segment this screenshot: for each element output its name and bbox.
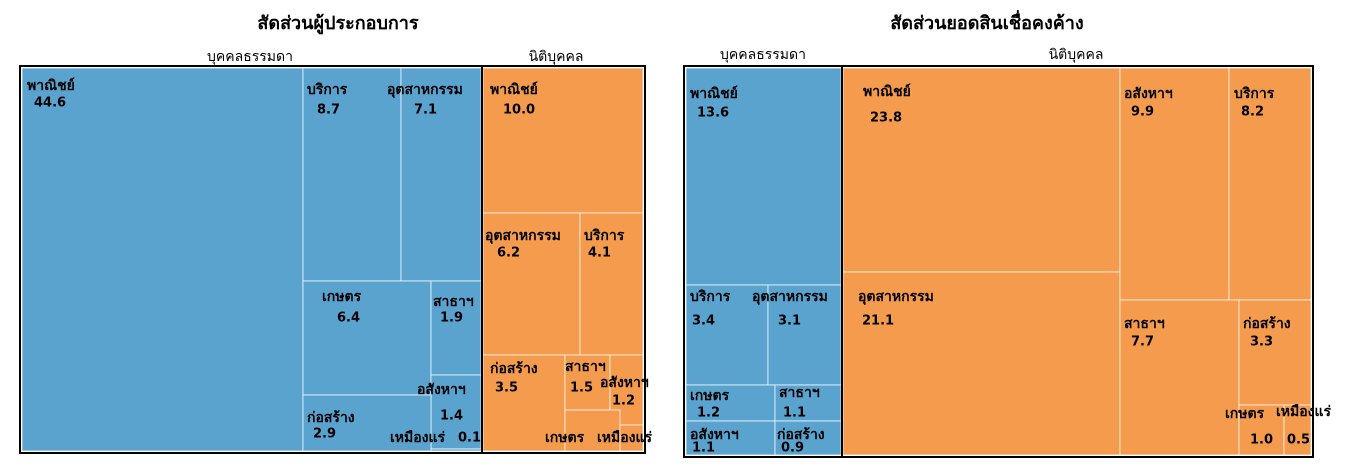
tile-label: เกษตร — [690, 388, 730, 404]
value-label: 1.1 — [692, 441, 715, 456]
group-label: นิติบุคคล — [529, 49, 584, 65]
tile-label: ก่อสร้าง — [777, 427, 825, 443]
tile-label: อุตสาหกรรม — [752, 289, 828, 305]
tile — [1119, 67, 1230, 301]
tile — [430, 280, 482, 376]
tile-label: เหมืองแร่ — [390, 430, 446, 446]
group-label: บุคคลธรรมดา — [720, 47, 806, 63]
value-label: 3.5 — [495, 381, 518, 396]
tile-label: บริการ — [584, 228, 625, 244]
tile-label: อุตสาหกรรม — [858, 289, 934, 305]
tile — [302, 280, 432, 396]
value-label: 1.2 — [612, 394, 635, 409]
tile-label: อสังหาฯ — [600, 375, 649, 391]
tile-label: พาณิชย์ — [863, 83, 911, 100]
value-label: 1.5 — [570, 381, 593, 396]
value-label: 3.4 — [692, 314, 715, 329]
tile-label: เหมืองแร่ — [1276, 404, 1332, 420]
tile — [400, 67, 482, 282]
frame — [683, 65, 1314, 458]
frame — [19, 65, 646, 454]
tile — [1238, 404, 1285, 456]
value-label: 8.2 — [1241, 105, 1264, 120]
value-label: 10.0 — [503, 103, 535, 118]
tile — [685, 67, 842, 286]
tile-label: เหมืองแร่ — [597, 430, 653, 446]
tile-label: สาธาฯ — [565, 359, 606, 375]
tile-label: สาธาฯ — [1124, 316, 1165, 332]
tile — [767, 284, 842, 386]
tile — [1283, 404, 1312, 456]
tile — [842, 271, 1121, 456]
tile-label: อุตสาหกรรม — [387, 82, 463, 98]
tile — [774, 384, 842, 422]
value-label: 0.1 — [458, 431, 481, 446]
tile — [685, 284, 769, 386]
tile-label: พาณิชย์ — [690, 85, 738, 102]
tile — [302, 67, 402, 282]
tile-label: ก่อสร้าง — [307, 410, 355, 426]
value-label: 6.4 — [337, 311, 360, 326]
tile-label: อสังหาฯ — [1124, 86, 1173, 102]
tile — [302, 394, 432, 452]
tile-label: ก่อสร้าง — [490, 361, 538, 377]
value-label: 0.9 — [781, 441, 804, 456]
tile-label: บริการ — [1234, 86, 1275, 102]
value-label: 13.6 — [697, 106, 729, 121]
tile-label: อสังหาฯ — [417, 382, 466, 398]
chart-title: สัดส่วนยอดสินเชื่อคงค้าง — [890, 10, 1083, 34]
tile — [619, 424, 644, 452]
value-label: 44.6 — [34, 96, 66, 111]
value-label: 6.2 — [497, 246, 520, 261]
tile-label: เกษตร — [545, 430, 585, 446]
value-label: 1.0 — [1250, 433, 1273, 448]
tile — [685, 384, 776, 422]
tile-label: บริการ — [307, 82, 348, 98]
tile — [1238, 299, 1312, 406]
tile-label: เกษตร — [322, 289, 362, 305]
value-label: 8.7 — [317, 103, 340, 118]
value-label: 7.7 — [1131, 335, 1154, 350]
value-label: 4.1 — [588, 246, 611, 261]
tile-label: ก่อสร้าง — [1243, 316, 1291, 332]
tile-label: พาณิชย์ — [490, 81, 538, 98]
tile — [482, 212, 581, 356]
tile-label: พาณิชย์ — [27, 77, 75, 94]
value-label: 1.1 — [783, 406, 806, 421]
tile — [685, 420, 776, 456]
tile — [842, 67, 1121, 273]
value-label: 1.9 — [440, 311, 463, 326]
value-label: 3.3 — [1250, 335, 1273, 350]
tile — [21, 67, 304, 452]
tile — [430, 374, 482, 450]
value-label: 1.4 — [440, 409, 463, 424]
chart-title: สัดส่วนผู้ประกอบการ — [257, 13, 419, 35]
group-label: นิติบุคคล — [1049, 47, 1104, 63]
value-label: 21.1 — [862, 314, 894, 329]
tile-label: บริการ — [690, 289, 731, 305]
tile — [430, 448, 482, 452]
tile-label: สาธาฯ — [779, 385, 820, 401]
value-label: 23.8 — [870, 111, 902, 126]
tile — [482, 67, 644, 214]
tile-label: อสังหาฯ — [690, 427, 739, 443]
tile-label: อุตสาหกรรม — [485, 228, 561, 244]
value-label: 2.9 — [313, 427, 336, 442]
value-label: 0.5 — [1287, 433, 1310, 448]
tile — [1228, 67, 1312, 301]
tile-label: เกษตร — [1225, 406, 1265, 422]
value-label: 9.9 — [1131, 105, 1154, 120]
value-label: 1.2 — [697, 406, 720, 421]
value-label: 7.1 — [414, 103, 437, 118]
tile-label: สาธาฯ — [433, 294, 474, 310]
value-label: 3.1 — [778, 314, 801, 329]
group-label: บุคคลธรรมดา — [207, 49, 293, 65]
